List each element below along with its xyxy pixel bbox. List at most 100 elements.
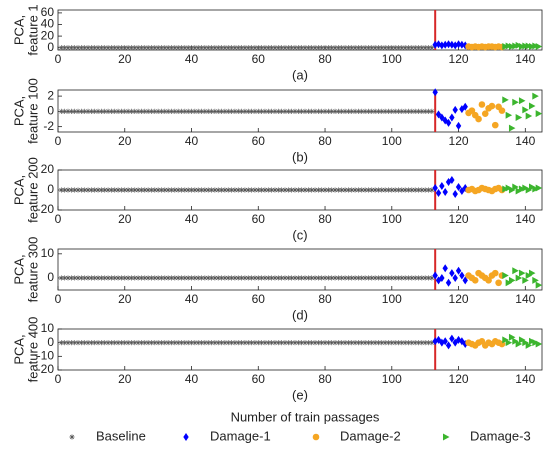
baseline-point — [322, 108, 328, 114]
baseline-point — [309, 108, 315, 114]
baseline-point — [242, 340, 248, 346]
baseline-point — [138, 340, 145, 346]
x-tick-label: 140 — [515, 372, 535, 386]
baseline-point — [405, 275, 412, 281]
baseline-point — [322, 187, 328, 193]
damage-point — [522, 276, 529, 284]
baseline-point — [92, 187, 98, 193]
baseline-point — [369, 108, 375, 114]
damage-point — [505, 42, 513, 50]
baseline-point — [259, 275, 265, 281]
damage-point — [515, 41, 523, 49]
baseline-point — [72, 45, 78, 51]
x-tick-label: 100 — [382, 372, 402, 386]
baseline-point — [88, 340, 94, 346]
baseline-point — [128, 275, 135, 281]
baseline-point — [102, 187, 108, 193]
baseline-point — [375, 275, 382, 281]
baseline-point — [228, 187, 235, 193]
baseline-point — [198, 108, 205, 114]
damage-point — [525, 186, 533, 194]
baseline-point — [152, 45, 158, 51]
baseline-point — [289, 275, 295, 281]
x-tick-label: 60 — [252, 292, 266, 306]
baseline-point — [379, 340, 385, 346]
baseline-point — [372, 45, 378, 51]
baseline-point — [128, 108, 135, 114]
baseline-point — [389, 187, 395, 193]
baseline-point — [282, 187, 288, 193]
baseline-point — [322, 275, 328, 281]
baseline-point — [262, 340, 268, 346]
baseline-point — [195, 187, 201, 193]
baseline-point — [259, 187, 265, 193]
baseline-point — [379, 108, 385, 114]
baseline-point — [399, 275, 405, 281]
baseline-point — [215, 108, 221, 114]
baseline-point — [342, 187, 348, 193]
baseline-point — [392, 45, 398, 51]
baseline-point — [342, 108, 348, 114]
baseline-point — [299, 340, 305, 346]
baseline-point — [295, 45, 301, 51]
baseline-point — [292, 108, 298, 114]
baseline-point — [192, 45, 198, 51]
baseline-point — [272, 340, 278, 346]
baseline-point — [349, 340, 355, 346]
baseline-point — [262, 275, 268, 281]
baseline-point — [145, 187, 151, 193]
baseline-point — [72, 275, 78, 281]
baseline-point — [162, 45, 168, 51]
baseline-point — [218, 45, 225, 51]
baseline-point — [132, 187, 138, 193]
baseline-point — [285, 340, 291, 346]
baseline-point — [148, 45, 155, 51]
baseline-point — [352, 45, 358, 51]
baseline-point — [329, 275, 335, 281]
baseline-point — [419, 340, 425, 346]
baseline-point — [312, 340, 318, 346]
damage-point — [518, 269, 526, 277]
baseline-point — [289, 108, 295, 114]
baseline-point — [405, 108, 412, 114]
baseline-point — [275, 275, 281, 281]
baseline-point — [375, 340, 382, 346]
baseline-point — [175, 108, 181, 114]
baseline-point — [252, 340, 258, 346]
baseline-point — [275, 340, 281, 346]
baseline-point — [165, 340, 171, 346]
baseline-point — [155, 108, 161, 114]
baseline-point — [379, 187, 385, 193]
y-tick-label: 10 — [41, 321, 55, 335]
baseline-point — [102, 275, 108, 281]
baseline-point — [182, 340, 188, 346]
y-tick-label: 0 — [47, 40, 54, 54]
baseline-point — [148, 187, 155, 193]
baseline-point — [88, 187, 94, 193]
baseline-point — [292, 187, 298, 193]
baseline-point — [419, 108, 425, 114]
x-tick-label: 60 — [252, 212, 266, 226]
baseline-point — [215, 275, 221, 281]
baseline-point — [165, 45, 171, 51]
damage-point — [525, 272, 533, 280]
damage-point — [535, 184, 543, 192]
y-axis-label: feature 100 — [25, 78, 40, 144]
baseline-point — [188, 187, 195, 193]
baseline-point — [255, 275, 261, 281]
baseline-point — [75, 45, 81, 51]
baseline-point — [178, 340, 185, 346]
x-tick-label: 120 — [449, 372, 469, 386]
baseline-point — [155, 275, 161, 281]
baseline-point — [188, 108, 195, 114]
baseline-point — [312, 108, 318, 114]
x-tick-label: 100 — [382, 52, 402, 66]
baseline-point — [252, 108, 258, 114]
baseline-point — [409, 275, 415, 281]
baseline-point — [122, 108, 128, 114]
damage-point — [455, 183, 462, 191]
baseline-point — [425, 45, 432, 51]
legend-label: Damage-1 — [210, 428, 271, 443]
damage-point — [449, 334, 455, 343]
baseline-point — [98, 275, 104, 281]
